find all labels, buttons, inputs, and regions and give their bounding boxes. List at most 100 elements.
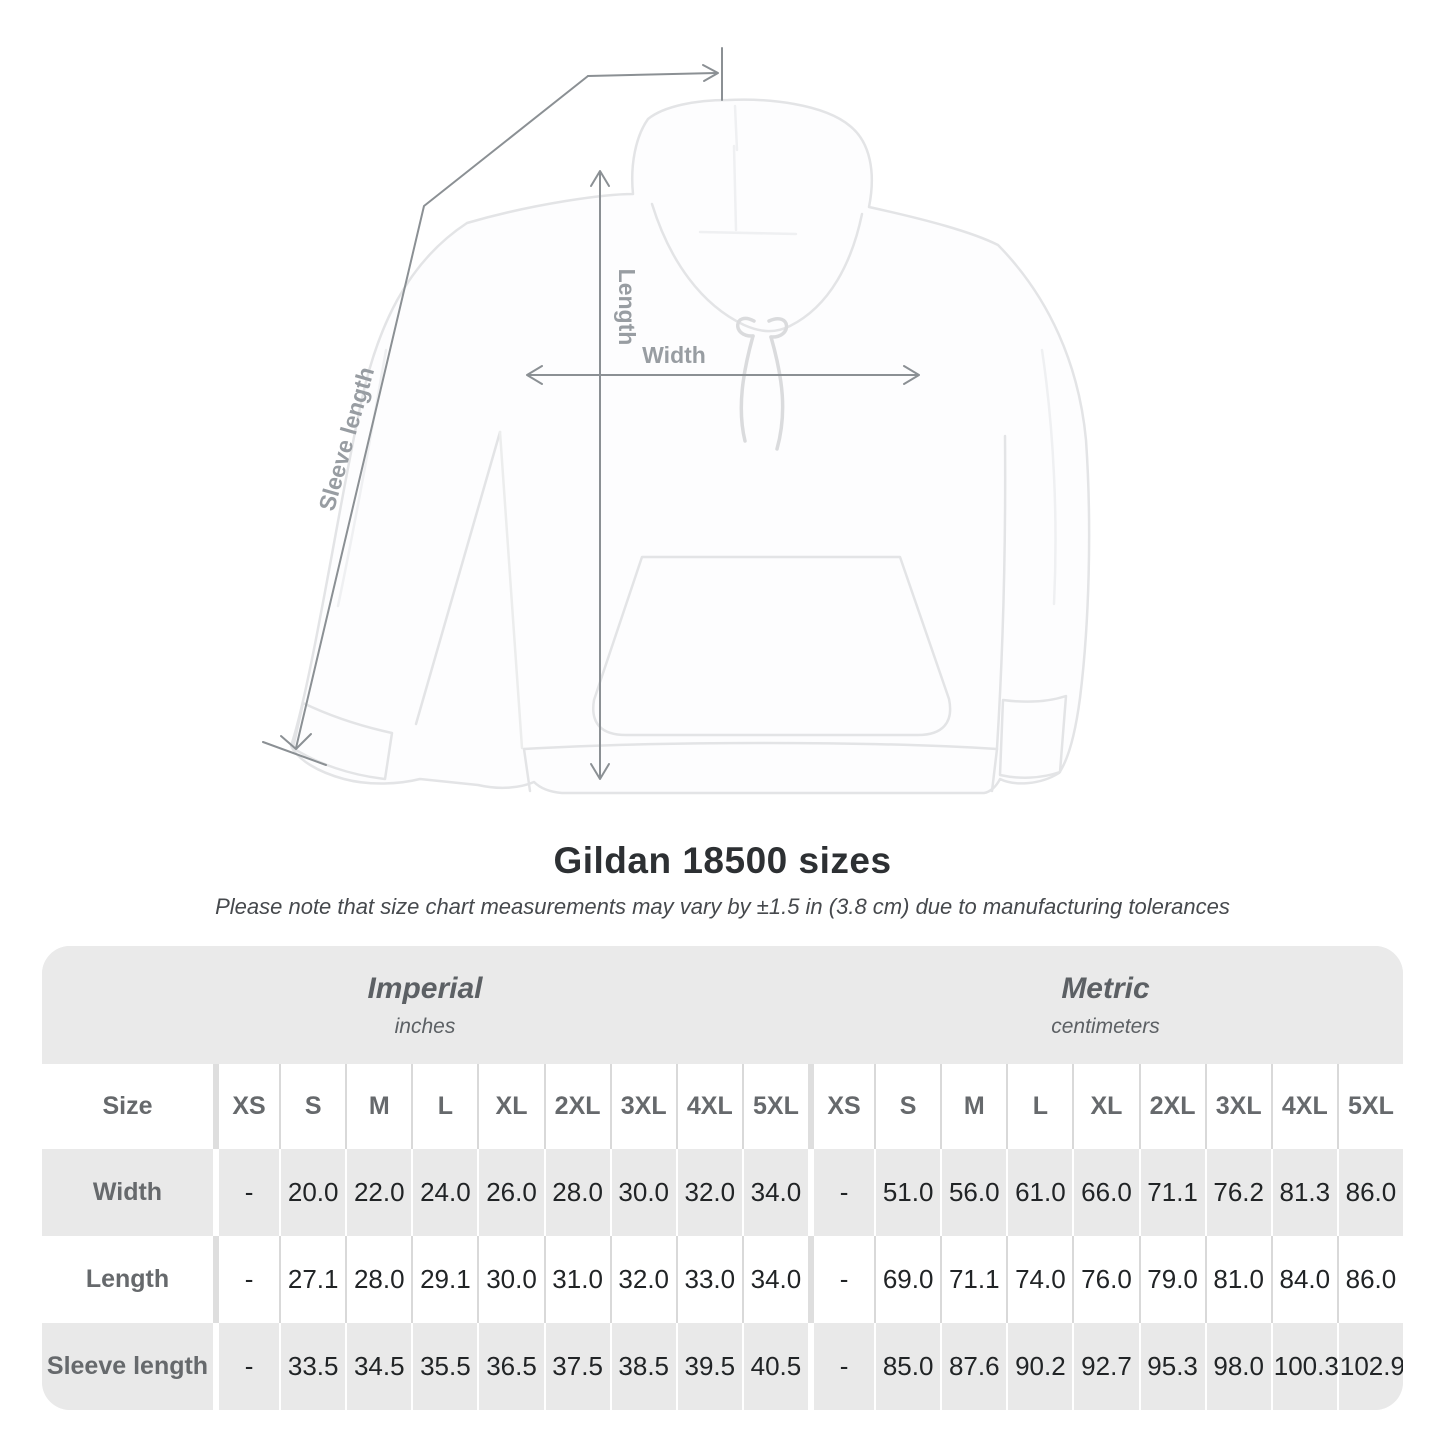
size-col-header: S: [874, 1064, 941, 1149]
width-label: Width: [642, 342, 706, 368]
size-col-header: XL: [1072, 1064, 1139, 1149]
size-value-cell: 81.3: [1270, 1149, 1337, 1236]
length-measure-line: [590, 170, 610, 780]
size-value-cell: 39.5: [675, 1323, 742, 1410]
size-col-header: S: [279, 1064, 346, 1149]
drawstrings: [736, 316, 789, 451]
size-col-header: 5XL: [1336, 1064, 1403, 1149]
title-block: Gildan 18500 sizes Please note that size…: [0, 840, 1445, 920]
size-value-cell: 32.0: [675, 1149, 742, 1236]
size-value-cell: 74.0: [1006, 1236, 1073, 1323]
size-value-cell: 26.0: [477, 1149, 544, 1236]
left-cuff: [291, 701, 394, 781]
hood-seam-line: [733, 104, 739, 152]
size-value-cell: 30.0: [477, 1236, 544, 1323]
hem-band-top-line: [522, 741, 999, 751]
size-value-cell: 36.5: [477, 1323, 544, 1410]
size-col-header: L: [1006, 1064, 1073, 1149]
size-col-header: 2XL: [543, 1064, 610, 1149]
unit-group-label: Imperial: [367, 971, 483, 1005]
size-col-header: M: [345, 1064, 412, 1149]
size-value-cell: 76.0: [1072, 1236, 1139, 1323]
size-col-header: XL: [477, 1064, 544, 1149]
size-col-header: L: [411, 1064, 478, 1149]
size-value-cell: 20.0: [279, 1149, 346, 1236]
left-sleeve-fold: [336, 348, 388, 608]
row-label: Width: [42, 1149, 213, 1236]
hood-opening-line: [650, 202, 864, 333]
hoodie-illustration: [289, 98, 1091, 795]
size-value-cell: 24.0: [411, 1149, 478, 1236]
size-table: Imperial inches Metric centimeters Size XS S M L…: [42, 946, 1403, 1410]
size-value-cell: 71.1: [1138, 1149, 1205, 1236]
size-header-cell: Size: [42, 1064, 213, 1149]
size-value-cell: 37.5: [543, 1323, 610, 1410]
size-value-cell: 85.0: [874, 1323, 941, 1410]
unit-group-sublabel: inches: [394, 1014, 456, 1038]
size-col-header: M: [940, 1064, 1007, 1149]
size-col-header: 3XL: [609, 1064, 676, 1149]
unit-group-sublabel: centimeters: [1051, 1014, 1160, 1038]
size-value-cell: 27.1: [279, 1236, 346, 1323]
size-value-cell: 30.0: [609, 1149, 676, 1236]
size-table-container: Imperial inches Metric centimeters Size XS S M L…: [42, 946, 1403, 1410]
left-body-edge: [498, 430, 524, 750]
size-value-cell: 92.7: [1072, 1323, 1139, 1410]
size-value-cell: -: [213, 1236, 280, 1323]
size-value-cell: 28.0: [543, 1149, 610, 1236]
size-value-cell: 95.3: [1138, 1323, 1205, 1410]
size-value-cell: -: [213, 1323, 280, 1410]
size-col-header: XS: [213, 1064, 280, 1149]
size-value-cell: 22.0: [345, 1149, 412, 1236]
size-value-cell: 87.6: [940, 1323, 1007, 1410]
size-value-cell: -: [807, 1149, 875, 1236]
kangaroo-pocket: [592, 555, 952, 737]
size-value-cell: 29.1: [411, 1236, 478, 1323]
size-value-cell: -: [807, 1236, 875, 1323]
size-value-cell: -: [213, 1149, 280, 1236]
size-value-cell: 28.0: [345, 1236, 412, 1323]
size-value-cell: 40.5: [741, 1323, 808, 1410]
size-col-header: 5XL: [741, 1064, 808, 1149]
size-value-cell: 35.5: [411, 1323, 478, 1410]
width-measure-line: [526, 365, 920, 385]
size-value-cell: 34.5: [345, 1323, 412, 1410]
hood-inner-label-line: [698, 144, 798, 236]
size-value-cell: 61.0: [1006, 1149, 1073, 1236]
size-value-cell: 86.0: [1336, 1149, 1403, 1236]
size-value-cell: 56.0: [940, 1149, 1007, 1236]
right-cuff: [998, 694, 1068, 779]
size-value-cell: 66.0: [1072, 1149, 1139, 1236]
size-value-cell: 33.5: [279, 1323, 346, 1410]
size-value-cell: 34.0: [741, 1236, 808, 1323]
size-value-cell: 81.0: [1204, 1236, 1271, 1323]
size-value-cell: 90.2: [1006, 1323, 1073, 1410]
size-col-header: 3XL: [1204, 1064, 1271, 1149]
unit-group-label: Metric: [1061, 971, 1150, 1005]
size-value-cell: -: [807, 1323, 875, 1410]
left-sleeve-inner-edge: [414, 430, 502, 726]
right-body-edge: [995, 434, 1007, 750]
size-value-cell: 76.2: [1204, 1149, 1271, 1236]
size-value-cell: 38.5: [609, 1323, 676, 1410]
sleeve-length-measure-line: [262, 47, 723, 766]
size-col-header: 4XL: [1270, 1064, 1337, 1149]
size-value-cell: 71.1: [940, 1236, 1007, 1323]
size-value-cell: 33.0: [675, 1236, 742, 1323]
size-value-cell: 34.0: [741, 1149, 808, 1236]
size-value-cell: 69.0: [874, 1236, 941, 1323]
row-label: Length: [42, 1236, 213, 1323]
page-title: Gildan 18500 sizes: [553, 840, 892, 881]
size-col-header: 2XL: [1138, 1064, 1205, 1149]
size-value-cell: 32.0: [609, 1236, 676, 1323]
page-subtitle: Please note that size chart measurements…: [215, 894, 1230, 919]
hoodie-diagram-svg: Sleeve length Length Width: [262, 47, 1091, 795]
length-label: Length: [614, 269, 640, 346]
size-col-header: XS: [807, 1064, 875, 1149]
size-value-cell: 102.9: [1336, 1323, 1403, 1410]
unit-group-metric: Metric centimeters: [807, 946, 1403, 1064]
size-col-header: 4XL: [675, 1064, 742, 1149]
right-sleeve-fold: [1040, 348, 1057, 606]
hem-band-sides: [522, 747, 999, 793]
